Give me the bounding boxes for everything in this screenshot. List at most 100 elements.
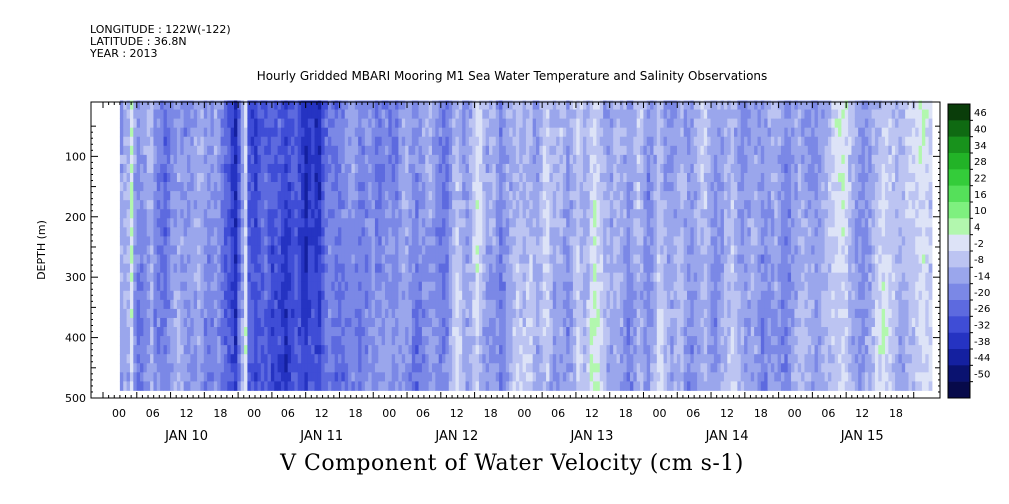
field-cell [351,218,356,228]
field-cell [418,263,423,274]
field-cell [163,317,168,328]
field-cell [552,254,557,264]
field-cell [371,372,376,382]
field-cell [254,281,258,292]
field-cell [287,308,292,319]
field-cell [240,299,245,310]
field-cell [462,118,466,129]
field-cell [203,218,208,228]
field-cell [492,236,497,246]
field-cell [361,299,366,310]
field-cell [287,263,292,274]
field-cell [287,145,292,156]
field-cell [593,254,597,264]
field-cell [358,363,362,373]
field-cell [126,182,131,192]
field-cell [626,254,631,264]
field-cell [438,172,443,183]
field-cell [129,136,134,147]
field-cell [562,281,567,292]
field-cell [240,372,245,382]
field-cell [448,109,453,120]
field-cell [257,127,262,138]
field-cell [250,236,255,246]
field-cell [197,299,201,310]
field-cell [153,163,158,174]
field-cell [512,327,517,337]
field-cell [613,118,617,129]
field-cell [438,281,443,292]
field-cell [492,145,497,156]
field-cell [291,327,295,337]
field-cell [522,363,527,373]
field-cell [385,191,389,201]
field-cell [321,227,325,237]
field-cell [428,281,433,292]
field-cell [408,345,413,355]
field-cell [519,154,523,165]
field-cell [260,308,265,319]
field-cell [502,172,507,183]
field-cell [277,100,282,110]
field-cell [291,118,295,129]
field-cell [539,272,544,283]
field-cell [197,227,201,237]
field-cell [626,145,631,156]
field-cell [358,154,362,165]
field-cell [364,218,369,228]
field-cell [371,290,376,301]
field-cell [529,127,534,138]
field-cell [217,345,221,355]
field-cell [230,317,235,328]
field-cell [626,200,631,210]
field-cell [512,317,517,328]
field-cell [334,290,339,301]
field-cell [431,200,436,210]
field-cell [207,281,211,292]
field-cell [294,227,299,237]
field-cell [398,100,403,110]
field-cell [452,191,456,201]
field-cell [156,118,161,129]
field-cell [207,327,211,337]
field-cell [603,290,607,301]
field-cell [213,163,218,174]
field-cell [311,345,315,355]
field-cell [291,263,295,274]
field-cell [623,136,628,147]
field-cell [338,136,342,147]
field-cell [274,200,279,210]
field-cell [170,317,174,328]
field-cell [582,290,587,301]
field-cell [297,308,302,319]
field-cell [421,345,426,355]
field-cell [230,236,235,246]
field-cell [502,363,507,373]
field-cell [230,172,235,183]
field-cell [321,354,325,364]
field-cell [200,200,205,210]
field-cell [381,327,386,337]
field-cell [233,200,238,210]
field-cell [193,191,198,201]
field-cell [150,281,154,292]
field-cell [260,191,265,201]
field-cell [274,109,279,120]
field-cell [364,118,369,129]
field-cell [267,227,272,237]
field-cell [220,308,225,319]
field-cell [297,200,302,210]
field-cell [200,299,205,310]
field-cell [442,127,446,138]
field-cell [536,345,540,355]
field-cell [640,372,644,382]
field-cell [522,263,527,274]
field-cell [425,118,430,129]
field-cell [240,236,245,246]
field-cell [230,290,235,301]
field-cell [213,317,218,328]
field-cell [619,345,624,355]
field-cell [482,245,487,255]
field-cell [616,354,621,364]
field-cell [297,290,302,301]
